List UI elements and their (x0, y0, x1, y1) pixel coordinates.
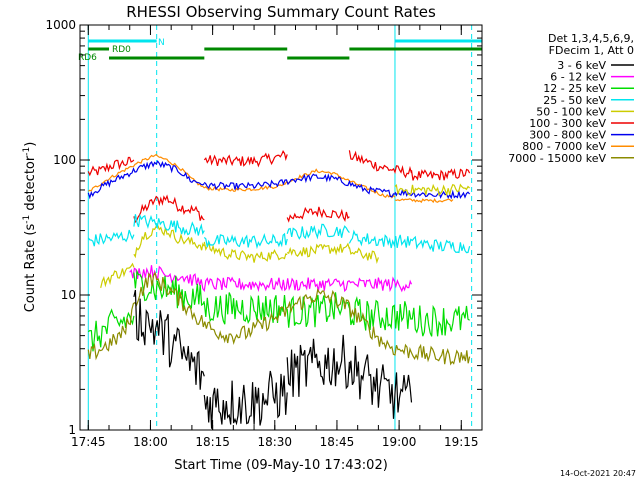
series-3-6-kev-segment-2 (286, 334, 350, 397)
flag-rd6-label: RD6 (78, 53, 97, 63)
legend-label-3-6-kev: 3 - 6 keV (557, 59, 606, 72)
flag-bars: N RD0 RD6 (78, 25, 482, 430)
series-3-6-kev-segment-1 (203, 370, 288, 429)
series-100-300-kev-segment-2 (203, 150, 288, 168)
series-12-25-kev-segment-4 (348, 295, 470, 337)
timestamp: 14-Oct-2021 20:47 (560, 469, 636, 478)
series-300-800-kev-segment-0 (87, 160, 205, 200)
series-3-6-kev-segment-0 (133, 289, 205, 390)
x-tick-label-3: 18:30 (257, 435, 292, 449)
series-100-300-kev-segment-1 (133, 194, 205, 224)
flag-n-label: N (158, 38, 165, 48)
legend-label-50-100-kev: 50 - 100 keV (536, 105, 606, 118)
series-300-800-kev-segment-1 (203, 173, 396, 198)
plot-frame (79, 24, 483, 431)
legend-label-800-7000-kev: 800 - 7000 keV (522, 140, 606, 153)
series-lines (87, 150, 471, 429)
axis-ticks: 1 10 100 1000 17:45 18:00 18:15 18:30 18:45 19:00… (45, 18, 482, 449)
x-tick-label-5: 19:00 (382, 435, 417, 449)
x-tick-label-4: 18:45 (320, 435, 355, 449)
legend-label-6-12-kev: 6 - 12 keV (550, 71, 606, 84)
legend-label-100-300-kev: 100 - 300 keV (529, 117, 606, 130)
y-tick-label-0: 1 (68, 423, 76, 437)
series-12-25-kev-segment-3 (286, 292, 350, 328)
legend-label-7000-15000-kev: 7000 - 15000 keV (508, 152, 606, 165)
legend-header-line-1: Det 1,3,4,5,6,9, (548, 32, 634, 45)
series-3-6-kev-segment-3 (348, 345, 413, 419)
series-25-50-kev-segment-4 (348, 229, 471, 254)
x-tick-label-2: 18:15 (195, 435, 230, 449)
x-tick-label-0: 17:45 (71, 435, 106, 449)
series-100-300-kev-segment-0 (87, 156, 135, 177)
series-300-800-kev-segment-2 (394, 188, 471, 200)
legend-label-12-25-kev: 12 - 25 keV (543, 82, 606, 95)
series-100-300-kev-segment-5 (410, 168, 471, 181)
y-tick-label-2: 100 (53, 153, 76, 167)
series-6-12-kev-segment-0 (129, 265, 413, 293)
x-tick-label-1: 18:00 (133, 435, 168, 449)
series-25-50-kev-segment-3 (286, 223, 350, 240)
series-100-300-kev-segment-4 (348, 150, 413, 179)
y-axis-label: Count Rate (s-1 detector-1) (22, 142, 38, 313)
series-800-7000-kev-segment-2 (394, 197, 454, 204)
x-tick-label-6: 19:15 (444, 435, 479, 449)
series-50-100-kev-segment-3 (286, 242, 350, 258)
legend-label-25-50-kev: 25 - 50 keV (543, 94, 606, 107)
series-100-300-kev-segment-3 (286, 206, 350, 223)
legend-header-line-2: FDecim 1, Att 0 (549, 44, 634, 57)
series-50-100-kev-segment-2 (203, 240, 288, 263)
series-50-100-kev-segment-0 (100, 262, 135, 289)
series-50-100-kev-segment-5 (394, 183, 470, 197)
legend-label-300-800-kev: 300 - 800 keV (529, 129, 606, 142)
series-25-50-kev-segment-2 (203, 232, 288, 250)
series-7000-15000-kev-segment-0 (87, 271, 471, 366)
series-12-25-kev-segment-2 (203, 292, 288, 325)
series-12-25-kev-segment-1 (133, 269, 205, 310)
series-50-100-kev-segment-1 (133, 224, 205, 259)
series-800-7000-kev-segment-0 (87, 153, 205, 192)
y-tick-label-3: 1000 (45, 18, 76, 32)
series-25-50-kev-segment-0 (87, 229, 135, 247)
x-axis-label: Start Time (09-May-10 17:43:02) (174, 458, 388, 473)
series-50-100-kev-segment-4 (348, 247, 379, 264)
series-25-50-kev-segment-1 (133, 213, 205, 236)
series-12-25-kev-segment-0 (87, 308, 135, 352)
chart-title: RHESSI Observing Summary Count Rates (126, 3, 436, 21)
flag-rd0-label: RD0 (112, 45, 131, 55)
y-tick-label-1: 10 (61, 288, 76, 302)
